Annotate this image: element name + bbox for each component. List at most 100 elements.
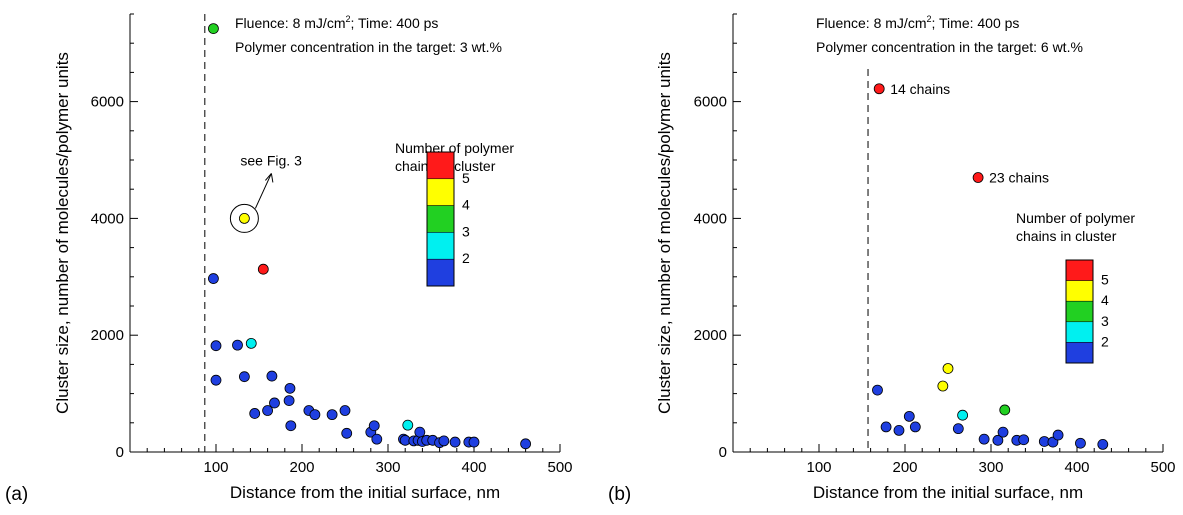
data-point [909,421,921,433]
y-tick-label: 6000 [91,94,124,111]
point-label: 23 chains [989,170,1049,186]
legend-level-label: 3 [462,223,470,239]
data-point [957,409,969,421]
data-point [266,370,278,382]
data-point [368,420,380,432]
legend-level-label: 2 [462,250,470,266]
data-point [232,339,243,351]
data-point [309,409,321,421]
x-axis-label: Distance from the initial surface, nm [813,483,1083,502]
annotation-fluence: Fluence: 8 mJ/cm [816,15,926,31]
data-point [1052,429,1064,441]
legend-level-label: 2 [1101,333,1109,349]
data-point [283,395,295,407]
data-point [438,435,450,447]
annotation-superscript: 2 [345,14,350,24]
x-tick-label: 400 [1064,459,1089,476]
legend-swatch-2 [426,258,455,287]
data-point [449,436,461,448]
y-tick-label: 2000 [91,327,124,344]
data-point [326,409,338,421]
legend-swatch-4 [1065,300,1094,323]
data-point [339,405,351,416]
data-point [262,405,274,416]
legend-swatch-4-5 [1065,280,1094,302]
data-point [872,384,883,396]
data-point [999,404,1011,416]
x-axis-label: Distance from the initial surface, nm [230,483,500,502]
x-tick-label: 400 [461,459,486,476]
y-tick-label: 4000 [91,210,124,227]
data-point [1018,434,1030,446]
callout-arrow-line [254,173,272,209]
callout-label: see Fig. 3 [240,152,302,168]
data-point [997,426,1009,438]
data-point [208,23,219,35]
data-point [952,423,964,435]
data-point [1097,439,1109,450]
annotation-fluence: Fluence: 8 mJ/cm [235,15,345,31]
x-tick-label: 200 [892,459,917,476]
data-point [210,340,222,352]
data-point [257,263,269,275]
legend-title-line2: chains in cluster [1016,228,1117,244]
legend-title-line1: Number of polymer [395,140,514,156]
data-point [942,363,954,374]
data-point [873,83,885,95]
scatter-panel-a: 100 200 300 400 500 0 2000 4000 6000 Distance fro… [5,13,573,505]
legend-frame [1065,259,1094,364]
data-point [1075,437,1086,449]
x-tick-label: 500 [1150,459,1175,476]
data-point [903,410,915,422]
data-point [238,212,250,224]
x-tick-label: 300 [375,459,400,476]
legend-level-label: 5 [1101,272,1109,288]
panel-label: (b) [608,484,631,505]
y-tick-label: 2000 [694,327,727,344]
data-point [284,382,296,394]
annotation-time: ; Time: 400 ps [932,15,1020,31]
legend-level-label: 5 [462,170,470,186]
legend-swatch-5 [426,151,455,180]
panel-label: (a) [5,484,28,505]
callout-circle [229,203,259,233]
callout-arrow-head [265,173,274,183]
data-point [402,419,414,431]
data-point [210,374,222,386]
legend-level-label: 3 [1101,313,1109,329]
data-point [238,371,250,383]
data-point [880,421,892,433]
annotation-time: ; Time: 400 ps [351,15,439,31]
data-point [978,433,990,445]
data-point [245,337,257,349]
legend-swatch-4-5 [426,178,455,206]
data-point [937,380,949,392]
data-point [249,408,261,419]
y-axis-label: Cluster size, number of molecules/polyme… [655,52,674,414]
x-tick-label: 100 [806,459,831,476]
point-label: 14 chains [890,81,950,97]
y-tick-label: 0 [719,444,727,461]
data-point [972,172,984,183]
legend-swatch-3 [1065,321,1094,343]
annotation-superscript: 2 [926,14,931,24]
legend-swatch-2 [1065,342,1094,364]
data-point [371,433,383,445]
x-tick-label: 300 [978,459,1003,476]
scatter-panel-b: 100 200 300 400 500 0 2000 4000 6000 Distance fro… [608,13,1176,505]
annotation-concentration: Polymer concentration in the target: 6 w… [816,39,1083,55]
legend-frame [426,151,455,287]
annotation-fluence-time: Fluence: 8 mJ/cm2; Time: 400 ps [235,14,438,31]
x-tick-label: 500 [547,459,572,476]
legend-swatch-5 [1065,259,1094,281]
data-point [341,427,353,439]
legend-level-label: 4 [462,197,470,213]
y-tick-label: 4000 [694,210,727,227]
y-tick-label: 0 [116,444,124,461]
data-point [468,436,480,448]
data-point [269,397,280,409]
legend-title-line1: Number of polymer [1016,210,1135,226]
x-tick-label: 200 [289,459,314,476]
